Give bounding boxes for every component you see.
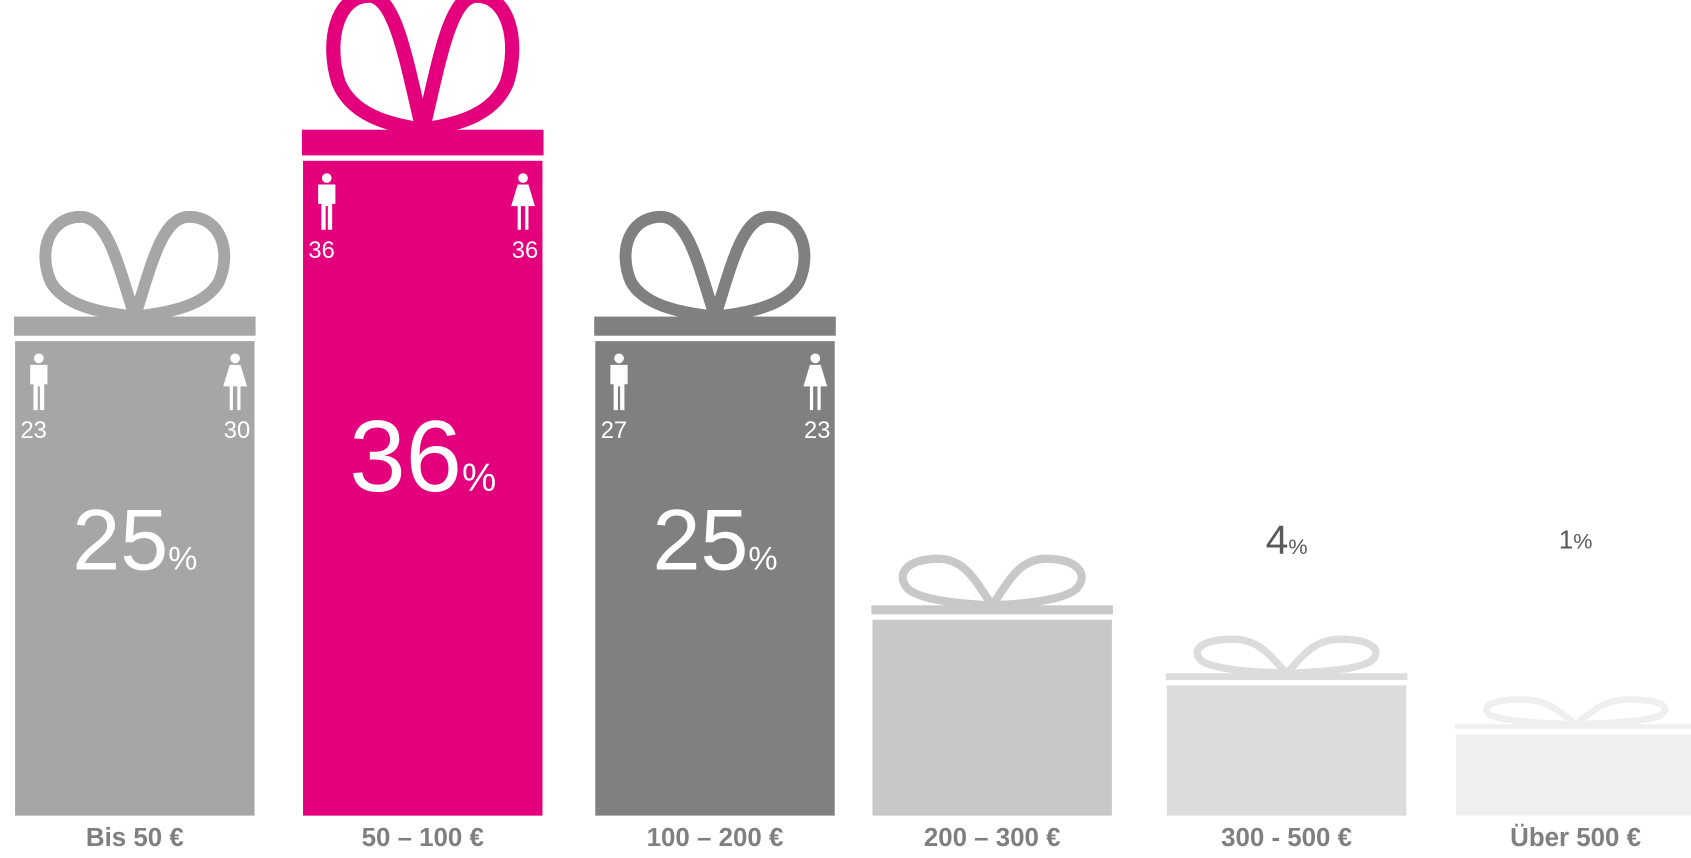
gift-bow <box>45 217 134 317</box>
gift-bow <box>135 217 224 317</box>
value-number: 4 <box>1266 517 1289 563</box>
gift-bow <box>1486 700 1575 725</box>
gift-box <box>1456 735 1691 816</box>
value-number: 8 <box>968 511 998 570</box>
male-icon <box>34 354 44 364</box>
value-unit: % <box>168 540 197 577</box>
value-unit: % <box>748 540 777 577</box>
value-unit: % <box>1288 534 1307 559</box>
gift-bow <box>423 0 512 130</box>
gift-bow <box>715 217 804 317</box>
male-icon <box>322 173 332 183</box>
x-tick-label: Bis 50 € <box>86 824 184 852</box>
x-tick-label: Über 500 € <box>1510 823 1641 852</box>
value-unit: % <box>1573 529 1592 554</box>
gift-box <box>872 620 1111 816</box>
gift-lid <box>871 605 1113 614</box>
gift-bow <box>333 0 422 130</box>
value-label: 4% <box>1266 517 1308 563</box>
x-tick-label: 300 - 500 € <box>1221 824 1352 852</box>
gift-lid <box>302 130 544 156</box>
female-value: 36 <box>512 238 538 264</box>
female-icon <box>518 173 528 183</box>
gift-bow <box>1197 639 1286 673</box>
gift-lid <box>14 317 256 336</box>
male-value: 23 <box>20 418 46 444</box>
male-icon <box>614 354 624 364</box>
value-number: 36 <box>349 400 462 513</box>
value-unit: % <box>997 538 1016 563</box>
value-number: 25 <box>72 493 168 589</box>
value-number: 1 <box>1559 527 1573 555</box>
female-icon <box>810 354 820 364</box>
value-label: 1% <box>1559 527 1593 555</box>
value-number: 25 <box>652 493 748 589</box>
female-icon <box>230 354 240 364</box>
x-tick-label: 200 – 300 € <box>924 824 1061 852</box>
gift-bow <box>1576 700 1665 725</box>
gift: 25% 27 23 <box>594 217 836 816</box>
male-value: 36 <box>308 238 334 264</box>
female-value: 23 <box>804 418 830 444</box>
gift-bow <box>1287 639 1376 673</box>
gift-bow <box>992 559 1081 606</box>
value-unit: % <box>462 457 496 500</box>
value-label: 8% <box>968 511 1017 570</box>
gift-lid <box>594 317 836 336</box>
male-value: 27 <box>601 418 627 444</box>
x-tick-label: 50 – 100 € <box>362 824 484 852</box>
gift-lid <box>1166 673 1408 680</box>
x-tick-label: 100 – 200 € <box>647 824 784 852</box>
gift: 1% <box>1455 527 1691 816</box>
chart: 25%2330Bis 50 €36%363650 – 100 €25%27231… <box>0 0 1691 858</box>
gift: 25% 23 30 <box>14 217 256 816</box>
gift: 8% <box>871 511 1113 815</box>
female-value: 30 <box>224 418 250 444</box>
gift-box <box>1167 685 1406 815</box>
gift: 4% <box>1166 517 1408 816</box>
gift-bow <box>626 217 715 317</box>
page: 25%2330Bis 50 €36%363650 – 100 €25%27231… <box>0 0 1691 858</box>
